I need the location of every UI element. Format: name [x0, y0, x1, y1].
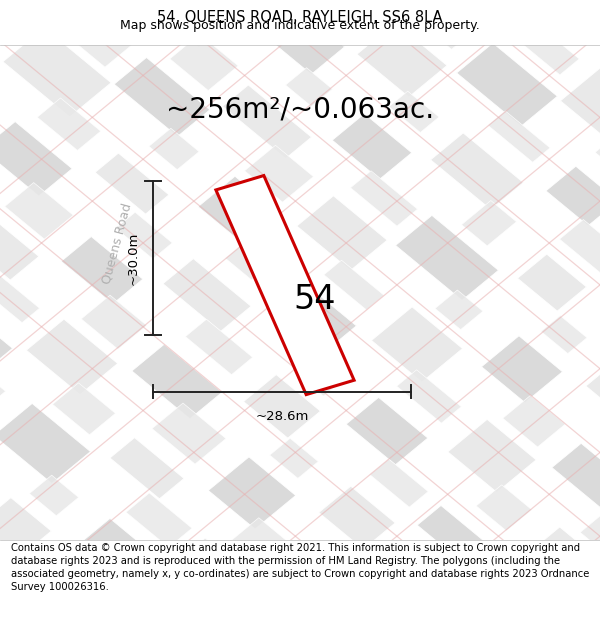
- Text: ~28.6m: ~28.6m: [256, 410, 308, 423]
- Polygon shape: [53, 383, 115, 435]
- Polygon shape: [286, 68, 332, 106]
- Polygon shape: [397, 370, 461, 423]
- Polygon shape: [435, 290, 483, 329]
- Text: Contains OS data © Crown copyright and database right 2021. This information is : Contains OS data © Crown copyright and d…: [11, 542, 589, 592]
- Polygon shape: [0, 559, 52, 605]
- Polygon shape: [61, 236, 143, 304]
- Polygon shape: [226, 241, 272, 280]
- Polygon shape: [63, 8, 135, 67]
- Polygon shape: [94, 578, 164, 625]
- Polygon shape: [73, 518, 161, 591]
- Polygon shape: [560, 219, 600, 276]
- Polygon shape: [268, 283, 356, 356]
- Text: ~30.0m: ~30.0m: [127, 231, 140, 284]
- Polygon shape: [580, 509, 600, 556]
- Polygon shape: [132, 344, 222, 419]
- Polygon shape: [81, 295, 147, 349]
- Polygon shape: [319, 486, 395, 549]
- Polygon shape: [0, 272, 40, 322]
- Polygon shape: [245, 145, 313, 202]
- Polygon shape: [288, 572, 366, 625]
- Polygon shape: [541, 316, 587, 354]
- Text: Map shows position and indicative extent of the property.: Map shows position and indicative extent…: [120, 19, 480, 32]
- Polygon shape: [297, 196, 387, 271]
- Polygon shape: [172, 538, 272, 621]
- Polygon shape: [0, 498, 52, 562]
- Polygon shape: [250, 0, 344, 74]
- Polygon shape: [0, 122, 72, 196]
- Polygon shape: [116, 213, 172, 259]
- Text: ~256m²/~0.063ac.: ~256m²/~0.063ac.: [166, 96, 434, 123]
- Polygon shape: [163, 259, 251, 331]
- Polygon shape: [518, 527, 600, 608]
- Polygon shape: [244, 374, 320, 438]
- Polygon shape: [170, 34, 238, 91]
- Polygon shape: [457, 43, 557, 126]
- Polygon shape: [346, 398, 428, 465]
- Polygon shape: [26, 319, 118, 394]
- Polygon shape: [488, 111, 550, 162]
- Polygon shape: [357, 22, 447, 97]
- Polygon shape: [0, 362, 5, 406]
- Polygon shape: [50, 0, 124, 16]
- Polygon shape: [3, 28, 111, 117]
- Polygon shape: [0, 294, 13, 369]
- Polygon shape: [208, 457, 296, 529]
- Polygon shape: [114, 58, 210, 136]
- Text: Queens Road: Queens Road: [100, 201, 134, 285]
- Polygon shape: [231, 518, 297, 572]
- Polygon shape: [29, 475, 79, 516]
- Polygon shape: [395, 216, 499, 300]
- Polygon shape: [147, 0, 237, 48]
- Polygon shape: [371, 307, 463, 382]
- Polygon shape: [519, 25, 579, 75]
- Polygon shape: [389, 91, 439, 132]
- Polygon shape: [332, 114, 412, 179]
- Polygon shape: [185, 319, 253, 374]
- Polygon shape: [448, 419, 536, 492]
- Polygon shape: [350, 171, 418, 226]
- Polygon shape: [0, 211, 39, 280]
- Polygon shape: [370, 459, 428, 507]
- Polygon shape: [152, 403, 226, 464]
- Polygon shape: [595, 138, 600, 185]
- Polygon shape: [334, 541, 404, 599]
- Polygon shape: [552, 443, 600, 518]
- Polygon shape: [295, 348, 353, 396]
- Polygon shape: [0, 404, 91, 484]
- Polygon shape: [312, 0, 366, 22]
- Polygon shape: [417, 506, 507, 579]
- Polygon shape: [518, 254, 586, 311]
- Polygon shape: [110, 438, 184, 499]
- Polygon shape: [586, 360, 600, 428]
- Polygon shape: [415, 1, 473, 49]
- Polygon shape: [216, 176, 354, 394]
- Polygon shape: [324, 260, 384, 310]
- Polygon shape: [223, 85, 311, 159]
- Polygon shape: [461, 201, 517, 246]
- Polygon shape: [546, 166, 600, 226]
- Polygon shape: [481, 336, 563, 402]
- Polygon shape: [476, 485, 532, 531]
- Polygon shape: [270, 438, 318, 478]
- Polygon shape: [5, 182, 73, 239]
- Polygon shape: [95, 153, 169, 214]
- Polygon shape: [503, 396, 565, 447]
- Text: 54, QUEENS ROAD, RAYLEIGH, SS6 8LA: 54, QUEENS ROAD, RAYLEIGH, SS6 8LA: [157, 10, 443, 25]
- Polygon shape: [126, 493, 192, 548]
- Polygon shape: [198, 176, 276, 241]
- Polygon shape: [149, 128, 199, 169]
- Polygon shape: [449, 574, 499, 614]
- Text: 54: 54: [294, 283, 336, 316]
- Polygon shape: [560, 67, 600, 152]
- Polygon shape: [431, 133, 523, 209]
- Polygon shape: [37, 98, 101, 151]
